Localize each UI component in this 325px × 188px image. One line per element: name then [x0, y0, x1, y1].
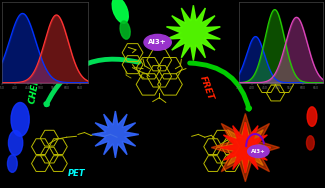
Text: Al3+: Al3+: [148, 39, 167, 45]
FancyArrowPatch shape: [46, 59, 139, 105]
Text: Al3+: Al3+: [251, 149, 266, 154]
Polygon shape: [92, 111, 139, 158]
Polygon shape: [211, 113, 280, 182]
Ellipse shape: [112, 0, 128, 23]
Ellipse shape: [8, 130, 23, 155]
Ellipse shape: [11, 102, 29, 136]
Text: CHEF: CHEF: [27, 77, 41, 104]
Polygon shape: [220, 122, 271, 173]
Ellipse shape: [306, 136, 314, 150]
Circle shape: [248, 145, 269, 158]
Text: PET: PET: [68, 169, 85, 178]
Ellipse shape: [120, 21, 130, 39]
Text: FRET: FRET: [198, 75, 215, 102]
Polygon shape: [220, 122, 271, 173]
Circle shape: [144, 34, 171, 50]
Ellipse shape: [307, 107, 317, 126]
Ellipse shape: [7, 155, 17, 172]
Polygon shape: [166, 5, 220, 61]
FancyArrowPatch shape: [190, 63, 250, 109]
